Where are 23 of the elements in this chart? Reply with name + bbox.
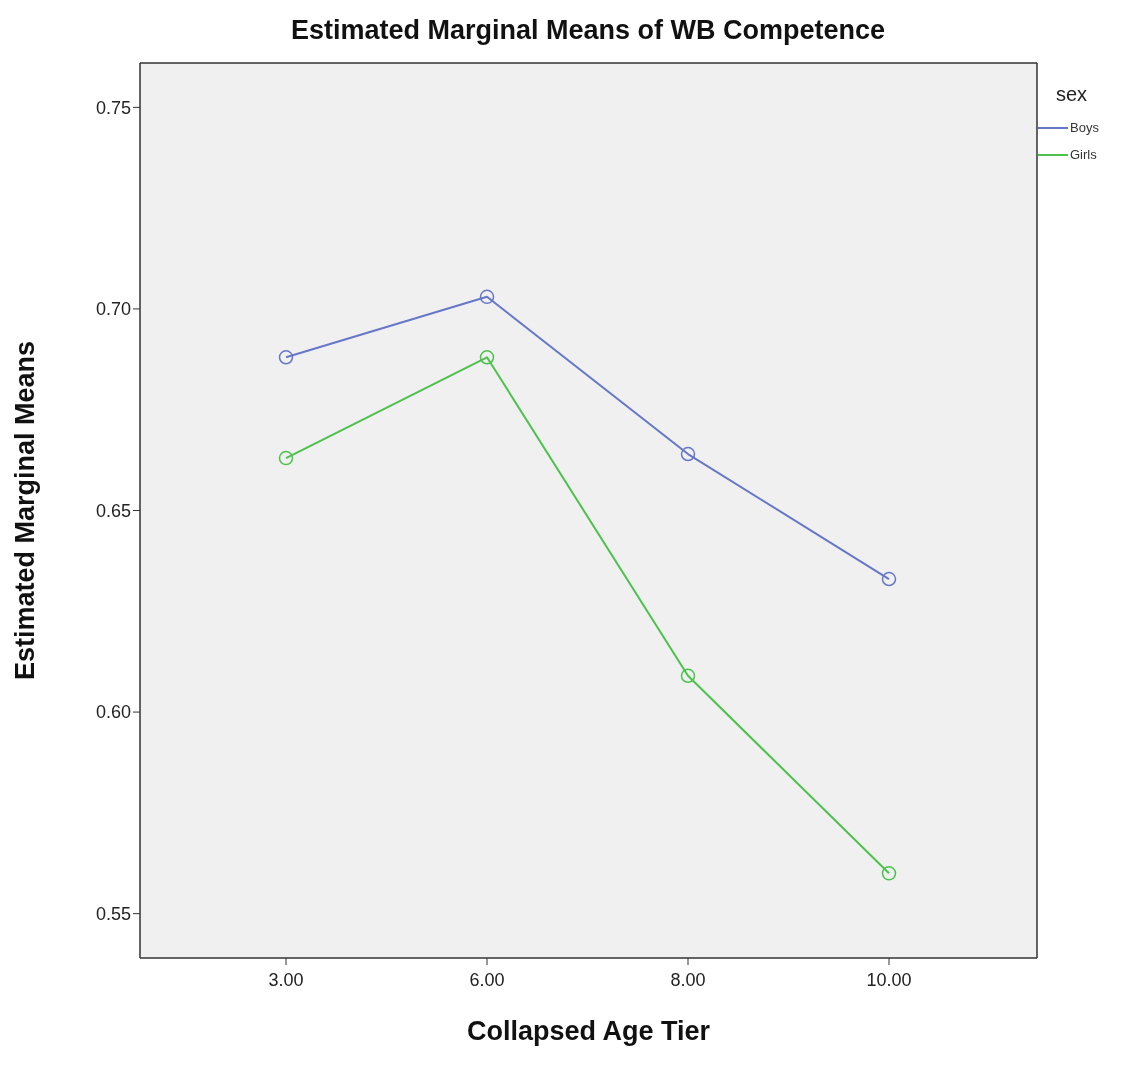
x-tick-label: 3.00	[268, 969, 304, 990]
y-tick-label: 0.70	[95, 299, 131, 320]
point	[881, 866, 897, 881]
x-tick-label: 10.00	[866, 969, 912, 990]
legend-label: Boys	[1070, 120, 1099, 135]
x-tick-label: 8.00	[670, 969, 706, 990]
point	[881, 571, 897, 587]
point	[479, 289, 495, 305]
x-tick-label: 6.00	[469, 969, 505, 990]
y-tick-label: 0.65	[95, 500, 131, 521]
legend-label: Girls	[1070, 147, 1097, 162]
y-axis-title: Estimated Marginal Means	[9, 340, 40, 681]
legend-title: sex	[1056, 83, 1089, 106]
y-tick-label: 0.75	[95, 97, 131, 118]
point	[680, 446, 696, 462]
y-tick-label: 0.55	[95, 904, 131, 925]
point	[278, 350, 294, 365]
point	[278, 450, 294, 466]
chart-title: Estimated Marginal Means of WB Competence	[290, 14, 887, 47]
point	[479, 350, 495, 365]
point	[680, 668, 696, 684]
x-axis-title: Collapsed Age Tier	[466, 1016, 711, 1046]
y-tick-label: 0.60	[95, 702, 131, 723]
